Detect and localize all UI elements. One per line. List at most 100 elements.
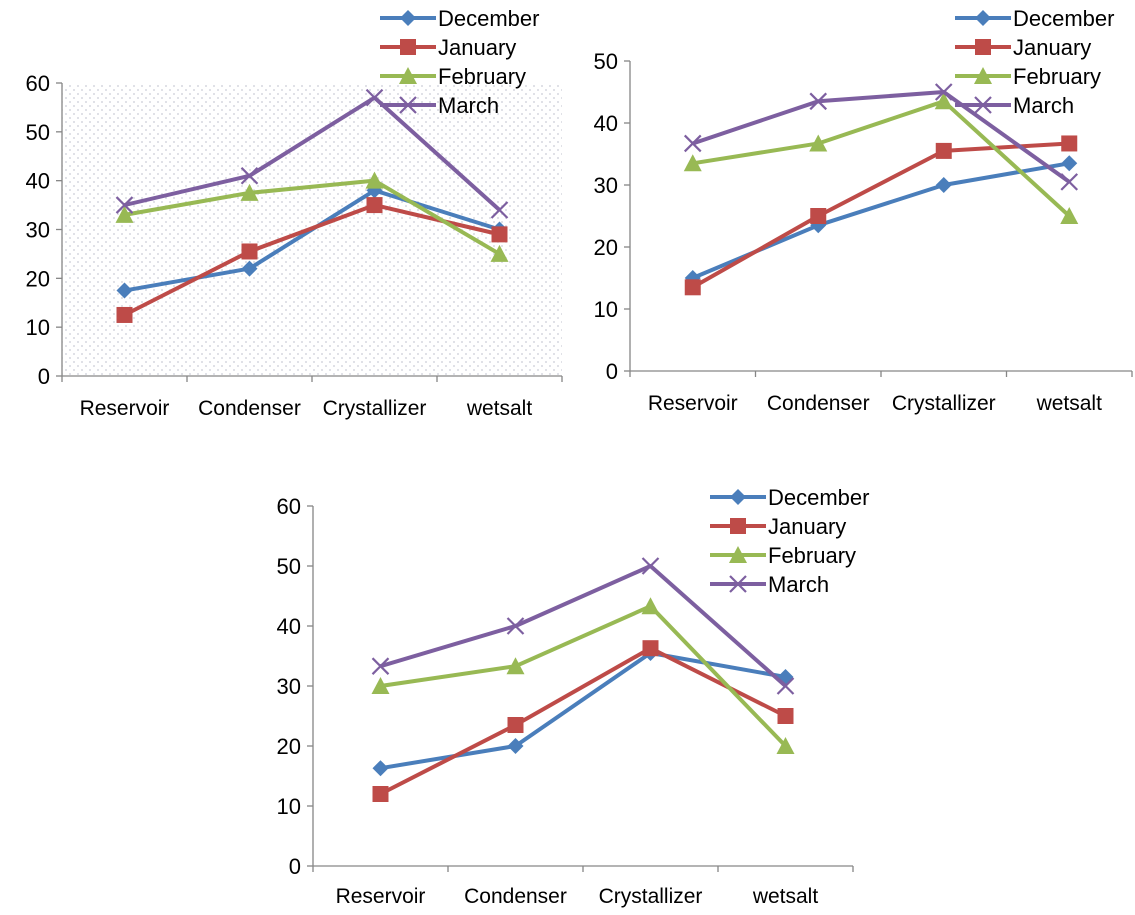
data-point-march bbox=[371, 657, 390, 675]
data-point-march-stroke-b bbox=[506, 617, 525, 635]
legend-marker bbox=[729, 546, 747, 563]
data-point-march-stroke-b bbox=[776, 677, 795, 695]
chart-bottom-center: 0 10 20 30 40 50 60 Reservoir Condenser Crystalli… bbox=[277, 485, 870, 908]
legend-label: January bbox=[1013, 35, 1091, 60]
y-tick-label: 40 bbox=[277, 614, 301, 639]
series-line-january bbox=[379, 646, 787, 796]
legend-entry-february: February bbox=[955, 64, 1101, 89]
data-point-february bbox=[371, 677, 390, 694]
data-point-january bbox=[777, 708, 794, 724]
y-tick-label: 30 bbox=[277, 674, 301, 699]
legend-marker bbox=[975, 39, 991, 55]
legend-label: March bbox=[768, 572, 829, 597]
data-point-march bbox=[683, 134, 702, 153]
legend-marker-stroke-b bbox=[729, 575, 747, 593]
series-line-march bbox=[379, 564, 787, 688]
legend-entry-january: January bbox=[710, 514, 846, 539]
data-point-february bbox=[776, 737, 795, 754]
data-point-january bbox=[491, 226, 508, 243]
legend-entry-december: December bbox=[955, 6, 1114, 31]
legend-label: February bbox=[438, 64, 526, 89]
legend-marker bbox=[729, 575, 747, 593]
legend-marker bbox=[730, 489, 746, 505]
series-line-december bbox=[691, 161, 1070, 280]
legend-label: March bbox=[1013, 93, 1074, 118]
y-tick-label: 40 bbox=[594, 111, 618, 136]
x-tick-label: Condenser bbox=[464, 885, 567, 908]
data-point-february bbox=[115, 205, 134, 223]
data-point-march-stroke-b bbox=[371, 657, 390, 675]
y-tick-label: 10 bbox=[594, 297, 618, 322]
data-point-march-stroke-b bbox=[934, 83, 953, 101]
x-tick-label: wetsalt bbox=[1036, 392, 1103, 415]
data-point-february bbox=[809, 134, 828, 152]
data-point-march bbox=[490, 201, 509, 219]
x-tick-label: Condenser bbox=[198, 397, 301, 420]
data-point-march-stroke-b bbox=[240, 167, 259, 185]
legend-label: January bbox=[768, 514, 846, 539]
data-point-march bbox=[641, 557, 660, 575]
legend-marker bbox=[974, 96, 992, 114]
y-tick-label: 0 bbox=[606, 359, 618, 384]
data-point-february bbox=[365, 171, 384, 189]
y-tick-label: 20 bbox=[594, 235, 618, 260]
data-point-december bbox=[935, 177, 952, 193]
y-tick-label: 0 bbox=[38, 364, 50, 389]
x-tick-label: Condenser bbox=[767, 392, 870, 415]
data-point-march-stroke-b bbox=[115, 196, 134, 214]
y-tick-label: 20 bbox=[26, 266, 50, 291]
series-line-january bbox=[123, 203, 500, 317]
y-tick-label: 20 bbox=[277, 734, 301, 759]
y-tick-label: 40 bbox=[26, 169, 50, 194]
y-tick-label: 60 bbox=[26, 71, 50, 96]
data-point-january bbox=[372, 786, 389, 802]
x-tick-label: Reservoir bbox=[648, 392, 738, 415]
data-point-december bbox=[372, 760, 389, 777]
data-point-march bbox=[115, 196, 134, 214]
legend-label: January bbox=[438, 35, 516, 60]
legend-entry-february: February bbox=[710, 543, 856, 568]
data-point-february bbox=[490, 244, 509, 262]
chart-top-left: 0 10 20 30 40 50 60 Reservoir Condenser Crystalli… bbox=[26, 6, 563, 420]
data-point-december bbox=[1061, 155, 1078, 172]
legend-entry-january: January bbox=[955, 35, 1091, 60]
data-point-january bbox=[684, 279, 701, 296]
data-point-january bbox=[366, 197, 383, 214]
legend-entry-december: December bbox=[710, 485, 869, 510]
data-point-january bbox=[241, 243, 258, 260]
data-point-february bbox=[1060, 207, 1079, 224]
y-tick-label: 60 bbox=[277, 494, 301, 519]
data-point-march bbox=[506, 617, 525, 635]
legend-marker bbox=[399, 67, 417, 84]
x-tick-label: Crystallizer bbox=[323, 397, 427, 420]
legend-entry-march: March bbox=[380, 93, 499, 118]
y-tick-label: 50 bbox=[594, 49, 618, 74]
legend-entry-december: December bbox=[380, 6, 539, 31]
series-line-february bbox=[692, 99, 1071, 218]
data-point-march-stroke-b bbox=[641, 557, 660, 575]
legend-marker bbox=[974, 67, 992, 84]
y-tick-label: 0 bbox=[289, 854, 301, 879]
legend-label: March bbox=[438, 93, 499, 118]
x-tick-label: wetsalt bbox=[752, 885, 819, 908]
data-point-march-stroke-b bbox=[809, 92, 828, 111]
x-tick-label: Reservoir bbox=[336, 885, 426, 908]
data-point-january bbox=[507, 717, 524, 733]
data-point-january bbox=[116, 306, 133, 323]
legend-label: December bbox=[1013, 6, 1114, 31]
series-line-february bbox=[124, 178, 501, 256]
data-point-january bbox=[935, 142, 952, 159]
data-point-december bbox=[241, 260, 258, 277]
series-line-march bbox=[692, 90, 1071, 184]
data-point-march bbox=[776, 677, 795, 695]
data-point-january bbox=[1061, 135, 1078, 152]
data-point-february bbox=[641, 597, 660, 615]
data-point-march-stroke-b bbox=[490, 201, 509, 219]
legend-label: February bbox=[768, 543, 856, 568]
legend-label: December bbox=[438, 6, 539, 31]
y-tick-label: 50 bbox=[277, 554, 301, 579]
data-point-february bbox=[240, 183, 259, 201]
data-point-january bbox=[642, 640, 659, 657]
data-point-march bbox=[240, 167, 259, 185]
